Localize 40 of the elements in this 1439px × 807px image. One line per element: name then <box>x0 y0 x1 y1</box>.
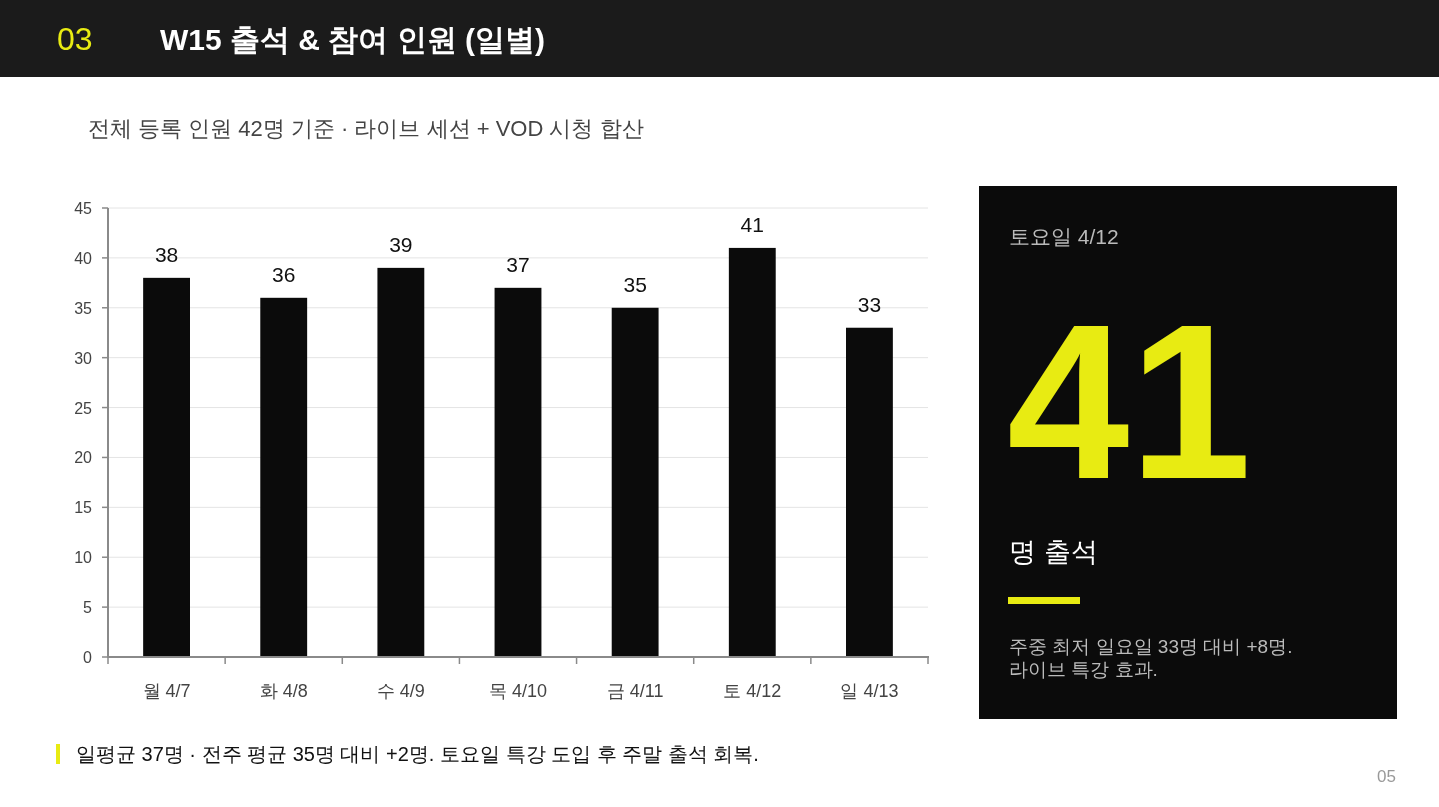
chart-title: W15 출석 & 참여 인원 (일별) <box>160 23 546 56</box>
data-label: 38 <box>154 242 179 266</box>
bar <box>728 247 776 657</box>
bar <box>143 277 190 657</box>
y-tick-label: 35 <box>74 299 93 317</box>
x-tick-label: 수 4/9 <box>376 681 425 701</box>
chart-subtitle: 전체 등록 인원 42명 기준 · 라이브 세션 + VOD 시청 합산 <box>88 116 644 141</box>
x-tick-label: 화 4/8 <box>259 681 308 701</box>
data-label: 35 <box>623 272 647 296</box>
data-label: 39 <box>389 232 413 256</box>
y-tick-label: 30 <box>74 349 93 367</box>
x-tick-label: 월 4/7 <box>142 681 191 701</box>
data-label: 41 <box>740 212 764 236</box>
y-tick-label: 40 <box>74 249 93 267</box>
y-tick-label: 5 <box>83 599 93 617</box>
text: 41 <box>1007 279 1252 525</box>
text: 주중 최저 일요일 33명 대비 +8명. 라이브 특강 효과. <box>1009 636 1293 680</box>
y-tick-label: 0 <box>83 649 93 666</box>
bar <box>260 297 308 657</box>
data-label: 36 <box>272 262 296 286</box>
data-label: 37 <box>506 252 530 276</box>
data-label: 33 <box>857 292 882 316</box>
text: 명 출석 <box>1009 537 1098 567</box>
x-tick-label: 목 4/10 <box>488 681 548 701</box>
x-tick-label: 토 4/12 <box>723 681 782 701</box>
text: 토요일 4/12 <box>1009 225 1119 248</box>
text: 03 <box>57 21 93 57</box>
text: 05 <box>1377 767 1396 786</box>
bar <box>846 327 893 657</box>
text: 일평균 37명 · 전주 평균 35명 대비 +2명. 토요일 특강 도입 후 주말 출석 회복. <box>76 743 759 765</box>
y-tick-label: 15 <box>74 499 93 517</box>
y-tick-label: 25 <box>74 399 93 417</box>
y-tick-label: 45 <box>74 200 93 217</box>
bar <box>611 307 659 657</box>
y-tick-label: 20 <box>74 449 93 467</box>
x-tick-label: 금 4/11 <box>606 681 664 701</box>
y-tick-label: 10 <box>74 549 93 567</box>
bar <box>377 267 425 657</box>
bar <box>494 287 542 657</box>
x-tick-label: 일 4/13 <box>840 681 899 701</box>
